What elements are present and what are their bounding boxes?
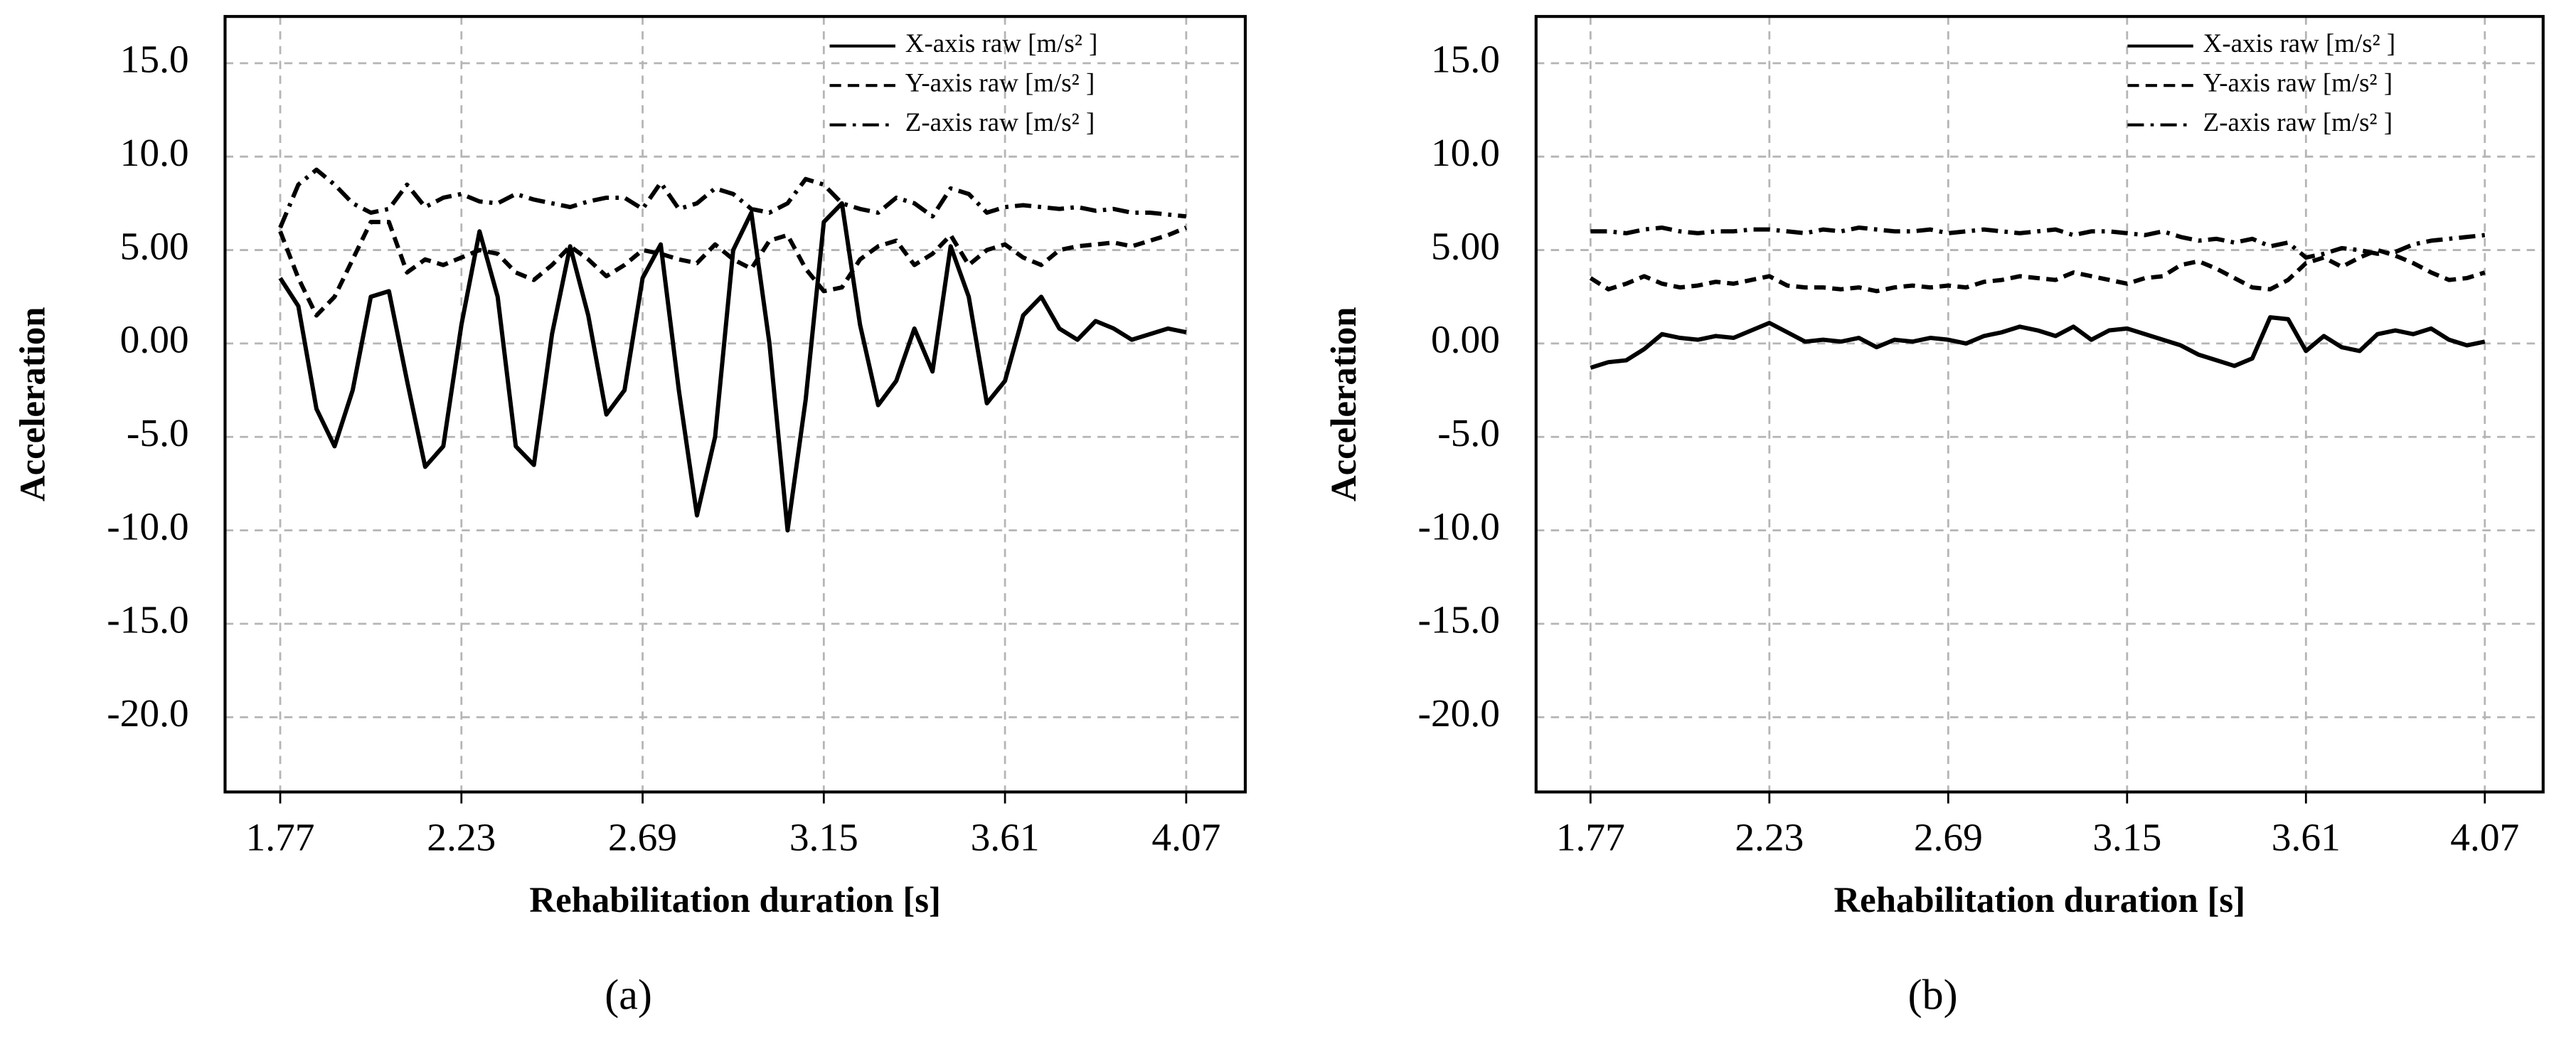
legend-label: Y-axis raw [m/s² ] xyxy=(905,68,1095,97)
x-tick-label: 2.69 xyxy=(608,815,677,859)
y-tick-label: 0.00 xyxy=(120,318,189,361)
data-line xyxy=(1589,248,2486,294)
y-tick-label: -20.0 xyxy=(1418,691,1500,735)
subfigure-label: (b) xyxy=(1908,970,1958,1018)
x-tick-label: 3.61 xyxy=(971,815,1040,859)
y-axis-title: Acceleration xyxy=(12,307,52,501)
x-tick-label: 2.23 xyxy=(427,815,496,859)
y-tick-label: 0.00 xyxy=(1431,318,1500,361)
y-axis-title: Acceleration xyxy=(1324,307,1363,501)
legend-label: Y-axis raw [m/s² ] xyxy=(2203,68,2393,97)
x-tick-label: 4.07 xyxy=(2450,815,2519,859)
plot-frame xyxy=(1534,15,2545,794)
x-axis-title: Rehabilitation duration [s] xyxy=(1834,880,2246,920)
y-tick-label: 5.00 xyxy=(120,224,189,267)
x-tick-label: 2.69 xyxy=(1914,815,1983,859)
y-tick-label: 10.0 xyxy=(120,131,189,174)
y-tick-label: 10.0 xyxy=(1431,131,1500,174)
y-tick-label: -15.0 xyxy=(107,598,188,642)
x-tick-label: 4.07 xyxy=(1151,815,1220,859)
y-tick-label: 15.0 xyxy=(120,38,189,81)
plot-frame xyxy=(223,15,1247,794)
subfigure-label: (a) xyxy=(605,970,652,1018)
legend-label: X-axis raw [m/s² ] xyxy=(905,28,1098,58)
x-tick-label: 1.77 xyxy=(1556,815,1625,859)
y-tick-label: -10.0 xyxy=(107,504,188,548)
legend-label: Z-axis raw [m/s² ] xyxy=(2203,107,2393,137)
data-line xyxy=(278,220,1187,318)
data-line xyxy=(278,167,1187,229)
y-tick-label: 15.0 xyxy=(1431,38,1500,81)
y-tick-label: -5.0 xyxy=(1437,411,1500,455)
x-axis-title: Rehabilitation duration [s] xyxy=(529,880,941,920)
x-tick-label: 2.23 xyxy=(1735,815,1804,859)
x-tick-label: 3.15 xyxy=(2092,815,2161,859)
x-tick-label: 3.61 xyxy=(2272,815,2341,859)
y-tick-label: -10.0 xyxy=(1418,504,1500,548)
data-line xyxy=(278,201,1187,533)
x-tick-label: 3.15 xyxy=(789,815,858,859)
y-tick-label: -20.0 xyxy=(107,691,188,735)
y-tick-label: 5.00 xyxy=(1431,224,1500,267)
data-line xyxy=(1590,315,2486,370)
legend-label: X-axis raw [m/s² ] xyxy=(2203,28,2396,58)
y-tick-label: -15.0 xyxy=(1418,598,1500,642)
x-tick-label: 1.77 xyxy=(246,815,315,859)
legend-label: Z-axis raw [m/s² ] xyxy=(905,107,1095,137)
data-line xyxy=(1590,225,2486,260)
y-tick-label: -5.0 xyxy=(127,411,189,455)
